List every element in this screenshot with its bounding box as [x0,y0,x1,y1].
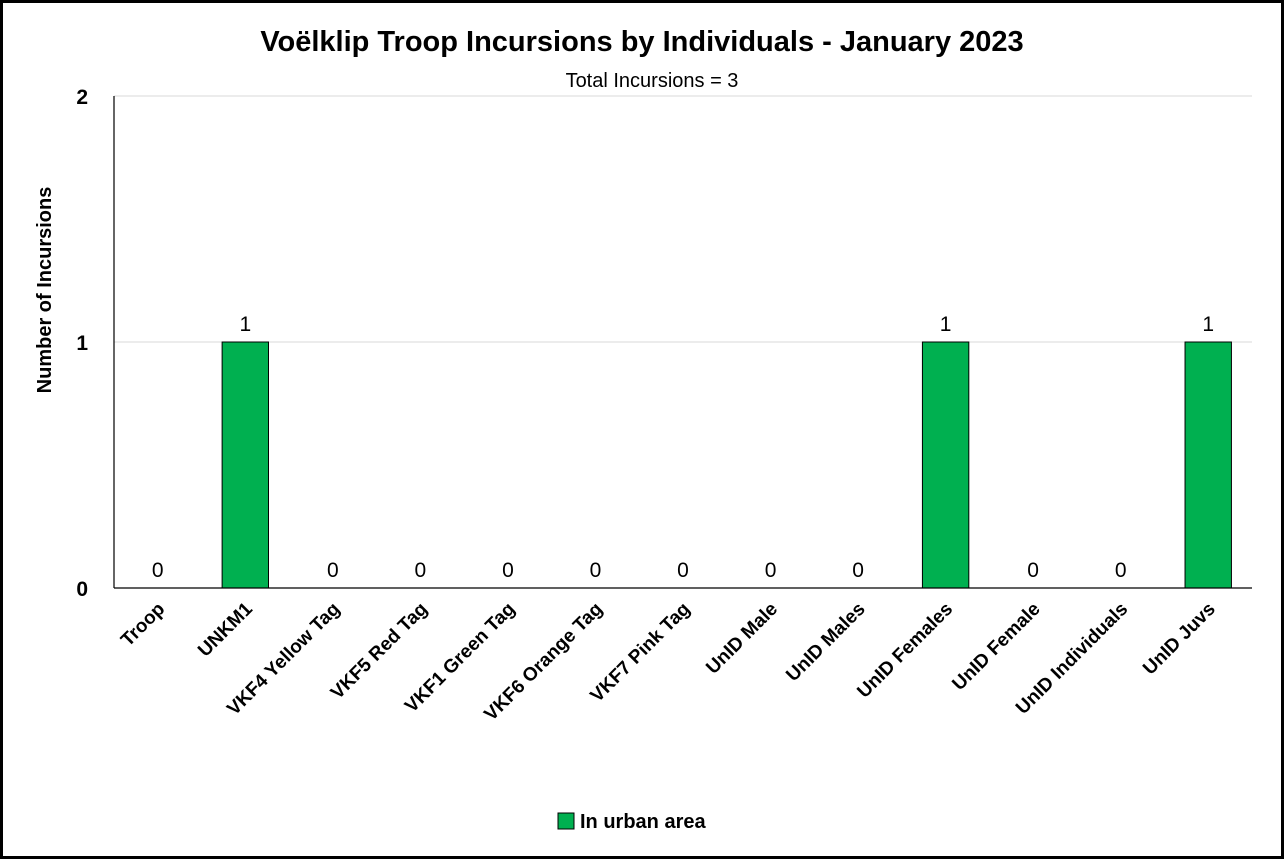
data-label: 0 [502,559,514,582]
data-label: 0 [152,559,164,582]
data-label: 0 [327,559,339,582]
chart-title: Voëlklip Troop Incursions by Individuals… [260,26,1023,58]
data-label: 0 [852,559,864,582]
x-tick-label: UnID Males [782,599,869,686]
y-tick-label: 0 [76,578,88,601]
gridlines [114,95,1252,343]
y-tick-label: 1 [76,332,88,355]
data-labels: 0 1 0 0 0 0 0 0 0 1 0 0 1 [152,313,1214,582]
bar [221,341,270,589]
y-tick-labels: 0 1 2 [76,86,88,601]
axes [113,96,1252,589]
legend-swatch [557,812,575,830]
bar [921,341,970,589]
x-tick-label: UnID Females [853,599,957,703]
y-axis-label: Number of Incursions [34,187,56,394]
data-label: 0 [765,559,777,582]
legend-label: In urban area [580,811,706,833]
x-tick-label: UnID Male [702,599,782,679]
bar [1184,341,1232,589]
data-label: 1 [940,313,952,336]
data-label: 1 [239,313,251,336]
data-label: 0 [1027,559,1039,582]
data-label: 0 [1115,559,1127,582]
bars [221,341,1232,589]
legend: In urban area [557,811,706,833]
y-tick-label: 2 [76,86,88,109]
x-tick-label: UnID Female [948,599,1044,695]
data-label: 0 [590,559,602,582]
x-tick-label: UNKM1 [194,598,257,661]
x-tick-label: UnID Juvs [1139,599,1220,680]
x-tick-label: Troop [117,599,169,651]
data-label: 0 [415,559,427,582]
data-label: 1 [1202,313,1214,336]
chart-subtitle: Total Incursions = 3 [566,70,739,92]
data-label: 0 [677,559,689,582]
